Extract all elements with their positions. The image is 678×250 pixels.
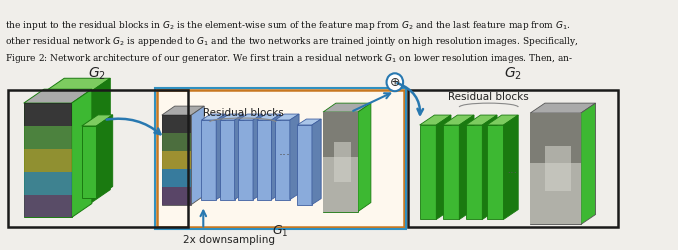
Circle shape xyxy=(386,73,403,91)
Polygon shape xyxy=(275,114,299,120)
Polygon shape xyxy=(201,120,216,200)
Polygon shape xyxy=(323,112,358,212)
Polygon shape xyxy=(191,106,204,204)
Polygon shape xyxy=(545,146,571,191)
Polygon shape xyxy=(290,114,299,200)
Polygon shape xyxy=(487,115,518,125)
Polygon shape xyxy=(82,126,96,198)
Polygon shape xyxy=(162,106,204,115)
Polygon shape xyxy=(96,115,113,198)
Polygon shape xyxy=(487,125,504,220)
Polygon shape xyxy=(162,115,191,204)
Text: ...: ... xyxy=(507,165,518,175)
Polygon shape xyxy=(24,103,72,126)
Polygon shape xyxy=(216,114,225,200)
Polygon shape xyxy=(72,89,92,218)
Polygon shape xyxy=(162,169,191,187)
Polygon shape xyxy=(436,115,451,220)
Text: $\oplus$: $\oplus$ xyxy=(389,76,401,89)
Polygon shape xyxy=(297,125,312,204)
Text: Figure 2: Network architecture of our generator. We first train a residual netwo: Figure 2: Network architecture of our ge… xyxy=(5,52,574,66)
Polygon shape xyxy=(443,115,474,125)
Polygon shape xyxy=(162,115,191,133)
Polygon shape xyxy=(530,103,595,113)
Polygon shape xyxy=(82,115,113,126)
Polygon shape xyxy=(530,113,581,224)
Polygon shape xyxy=(482,115,497,220)
Polygon shape xyxy=(530,113,581,163)
Polygon shape xyxy=(443,125,459,220)
Polygon shape xyxy=(24,89,92,103)
Polygon shape xyxy=(459,115,474,220)
Polygon shape xyxy=(64,124,108,146)
Polygon shape xyxy=(64,80,108,102)
Polygon shape xyxy=(162,151,191,169)
Polygon shape xyxy=(24,172,72,194)
Text: $G_2$: $G_2$ xyxy=(88,66,106,82)
Polygon shape xyxy=(420,125,436,220)
Polygon shape xyxy=(90,78,111,203)
Polygon shape xyxy=(24,194,72,218)
Text: 2x downsampling: 2x downsampling xyxy=(183,236,275,246)
Polygon shape xyxy=(420,115,451,125)
Text: Residual blocks: Residual blocks xyxy=(203,108,283,118)
Polygon shape xyxy=(334,142,351,182)
Text: $G_2$: $G_2$ xyxy=(504,66,521,82)
Polygon shape xyxy=(257,120,271,200)
Polygon shape xyxy=(297,119,321,125)
Polygon shape xyxy=(323,103,371,112)
Polygon shape xyxy=(64,80,108,190)
Polygon shape xyxy=(466,115,497,125)
Polygon shape xyxy=(24,126,72,149)
Text: the input to the residual blocks in $G_2$ is the element-wise sum of the feature: the input to the residual blocks in $G_2… xyxy=(5,18,571,32)
Polygon shape xyxy=(44,92,90,204)
Polygon shape xyxy=(271,114,281,200)
Polygon shape xyxy=(504,115,518,220)
Polygon shape xyxy=(64,168,108,190)
Polygon shape xyxy=(24,149,72,172)
Polygon shape xyxy=(358,103,371,212)
Polygon shape xyxy=(162,133,191,151)
Polygon shape xyxy=(201,114,225,120)
Polygon shape xyxy=(530,113,581,224)
Polygon shape xyxy=(64,102,108,124)
Polygon shape xyxy=(253,114,262,200)
Polygon shape xyxy=(64,146,108,168)
Polygon shape xyxy=(466,125,482,220)
Text: other residual network $G_2$ is appended to $G_1$ and the two networks are train: other residual network $G_2$ is appended… xyxy=(5,36,579,49)
Polygon shape xyxy=(44,78,111,92)
Text: $G_1$: $G_1$ xyxy=(273,224,289,239)
Polygon shape xyxy=(581,103,595,224)
Text: ...: ... xyxy=(279,145,290,158)
Polygon shape xyxy=(220,120,235,200)
Polygon shape xyxy=(24,103,72,218)
Polygon shape xyxy=(275,120,290,200)
Polygon shape xyxy=(238,120,253,200)
Polygon shape xyxy=(323,112,358,212)
Polygon shape xyxy=(323,112,358,157)
Polygon shape xyxy=(257,114,281,120)
Polygon shape xyxy=(238,114,262,120)
FancyBboxPatch shape xyxy=(157,90,404,228)
Text: Residual blocks: Residual blocks xyxy=(448,92,529,102)
Polygon shape xyxy=(220,114,244,120)
Polygon shape xyxy=(235,114,244,200)
Polygon shape xyxy=(312,119,321,204)
Polygon shape xyxy=(162,187,191,204)
